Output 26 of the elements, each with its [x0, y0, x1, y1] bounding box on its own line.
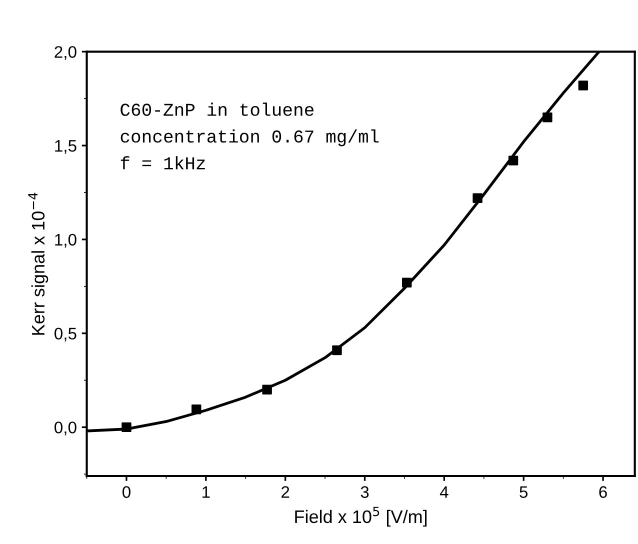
y-tick-label: 2,0	[54, 46, 76, 60]
x-tick-label: 4	[440, 486, 448, 498]
y-tick-label: 1,0	[55, 234, 76, 248]
x-tick-label: 6	[599, 486, 607, 498]
y-tick-label: 0,5	[54, 328, 76, 342]
annotation: C60-ZnP in toluene	[120, 102, 314, 116]
point	[122, 422, 132, 432]
annotation: f = 1kHz	[120, 156, 205, 170]
point	[542, 112, 552, 122]
x-tick-label: 1	[202, 486, 210, 498]
point	[578, 80, 588, 90]
y-tick-label: 1,5	[55, 140, 76, 154]
point	[262, 384, 272, 394]
point	[402, 278, 412, 288]
y-axis-title: Kerr signal x 10$^{−4}$	[28, 192, 48, 335]
x-tick-label: 5	[520, 486, 528, 498]
y-tick-label: 0,0	[54, 422, 76, 436]
annotation: concentration 0.67 mg/ml	[120, 129, 379, 146]
x-tick-label: 3	[360, 486, 369, 498]
point	[192, 404, 202, 414]
x-tick-label: 2	[282, 486, 290, 498]
point	[332, 345, 342, 356]
point	[508, 156, 518, 166]
x-tick-label: 0	[122, 486, 130, 498]
point	[472, 193, 482, 203]
x-axis-title: Field x 10$^{5}$ [V/m]	[295, 506, 427, 527]
